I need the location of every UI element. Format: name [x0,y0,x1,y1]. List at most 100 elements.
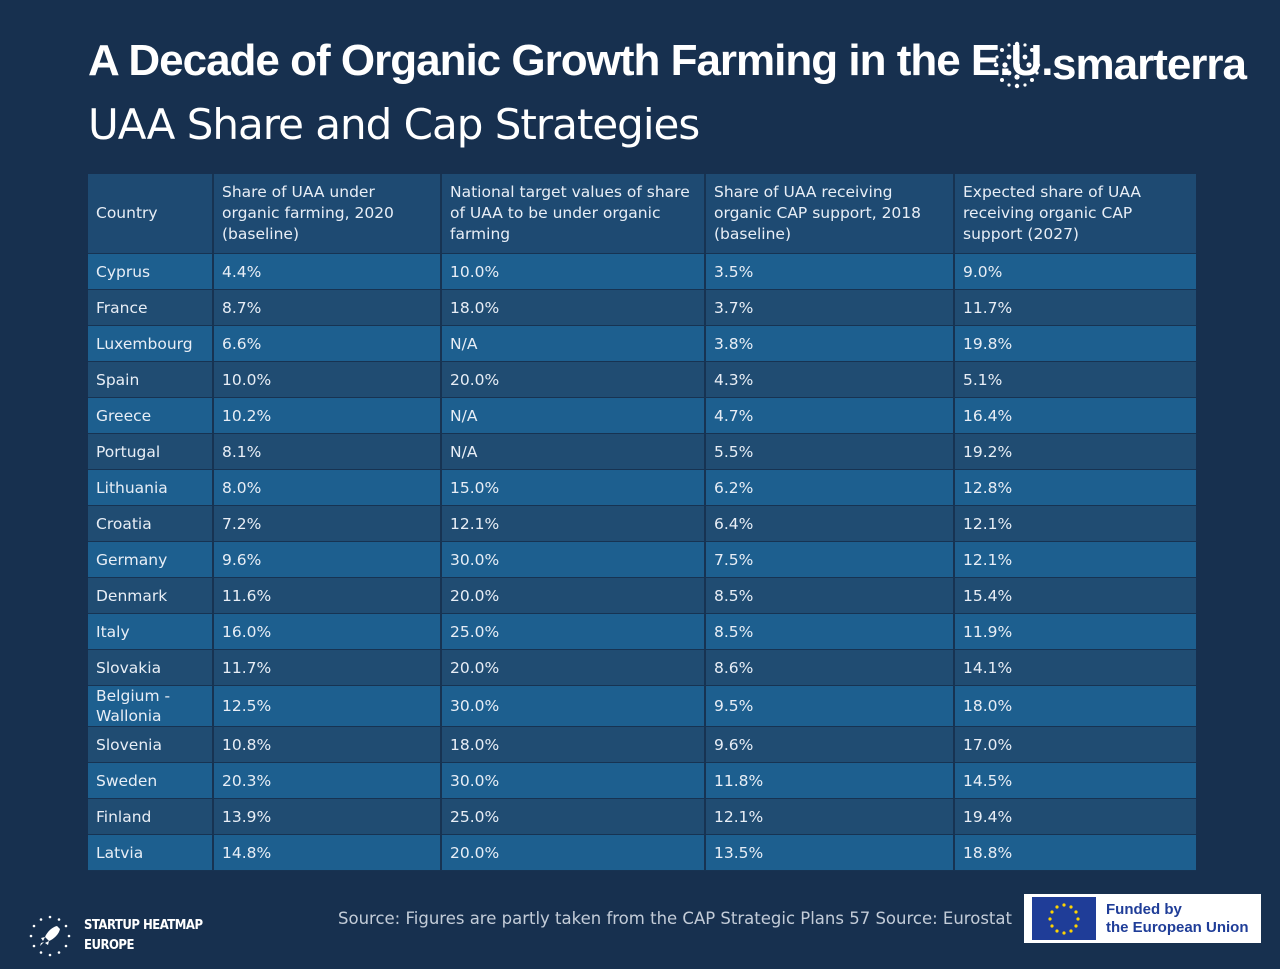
column-header-country: Country [88,174,214,254]
cell-country: Cyprus [88,253,214,290]
cell-organic-share-2020: 8.1% [213,433,442,470]
eu-funding-text: Funded by the European Union [1106,901,1249,937]
cell-cap-support-2018: 9.5% [705,685,955,727]
cell-expected-cap-2027: 16.4% [954,397,1196,434]
page-title: A Decade of Organic Growth Farming in th… [88,36,1053,85]
cell-organic-share-2020: 11.6% [213,577,442,614]
eu-text-line-2: the European Union [1106,918,1249,936]
cell-cap-support-2018: 9.6% [705,726,955,763]
table-row: Denmark 11.6% 20.0% 8.5% 15.4% [88,577,1196,614]
cell-expected-cap-2027: 18.0% [954,685,1196,727]
brand-logo: smarterra [992,40,1247,90]
cell-expected-cap-2027: 11.9% [954,613,1196,650]
cell-country: Latvia [88,834,214,871]
table-row: Sweden 20.3% 30.0% 11.8% 14.5% [88,762,1196,799]
cell-national-target: 15.0% [441,469,706,506]
table-row: Finland 13.9% 25.0% 12.1% 19.4% [88,798,1196,835]
table-row: Slovenia 10.8% 18.0% 9.6% 17.0% [88,726,1196,763]
cell-national-target: 20.0% [441,649,706,686]
cell-cap-support-2018: 5.5% [705,433,955,470]
cell-national-target: N/A [441,397,706,434]
smarterra-logo-icon [993,41,1041,89]
column-header-expected-cap-2027: Expected share of UAA receiving organic … [954,174,1196,254]
cell-national-target: 30.0% [441,762,706,799]
column-header-national-target: National target values of share of UAA t… [441,174,706,254]
cell-country: Greece [88,397,214,434]
page-subtitle: UAA Share and Cap Strategies [88,100,700,149]
cell-national-target: 25.0% [441,798,706,835]
cell-country: Lithuania [88,469,214,506]
cell-cap-support-2018: 7.5% [705,541,955,578]
cell-expected-cap-2027: 19.2% [954,433,1196,470]
cell-organic-share-2020: 10.0% [213,361,442,398]
cell-country: Sweden [88,762,214,799]
cell-expected-cap-2027: 15.4% [954,577,1196,614]
cell-cap-support-2018: 4.7% [705,397,955,434]
cell-organic-share-2020: 12.5% [213,685,442,727]
cell-expected-cap-2027: 19.8% [954,325,1196,362]
source-note: Source: Figures are partly taken from th… [338,909,1012,928]
cell-organic-share-2020: 10.2% [213,397,442,434]
cell-cap-support-2018: 4.3% [705,361,955,398]
table-row: Slovakia 11.7% 20.0% 8.6% 14.1% [88,649,1196,686]
cell-national-target: 30.0% [441,685,706,727]
cell-national-target: 10.0% [441,253,706,290]
cell-organic-share-2020: 8.7% [213,289,442,326]
cell-expected-cap-2027: 12.8% [954,469,1196,506]
cell-organic-share-2020: 10.8% [213,726,442,763]
cell-organic-share-2020: 11.7% [213,649,442,686]
cell-national-target: 30.0% [441,541,706,578]
table-row: Cyprus 4.4% 10.0% 3.5% 9.0% [88,253,1196,290]
table-row: Luxembourg 6.6% N/A 3.8% 19.8% [88,325,1196,362]
cell-national-target: N/A [441,325,706,362]
cell-cap-support-2018: 6.4% [705,505,955,542]
cell-cap-support-2018: 8.5% [705,577,955,614]
cell-national-target: 18.0% [441,726,706,763]
cell-national-target: 20.0% [441,361,706,398]
cell-cap-support-2018: 6.2% [705,469,955,506]
cell-country: Italy [88,613,214,650]
cell-organic-share-2020: 9.6% [213,541,442,578]
cell-organic-share-2020: 4.4% [213,253,442,290]
cell-cap-support-2018: 12.1% [705,798,955,835]
cell-expected-cap-2027: 12.1% [954,541,1196,578]
cell-expected-cap-2027: 9.0% [954,253,1196,290]
cell-organic-share-2020: 13.9% [213,798,442,835]
cell-organic-share-2020: 14.8% [213,834,442,871]
eu-text-line-1: Funded by [1106,900,1182,918]
cell-cap-support-2018: 8.6% [705,649,955,686]
cell-country: Slovakia [88,649,214,686]
cell-expected-cap-2027: 17.0% [954,726,1196,763]
cell-national-target: 25.0% [441,613,706,650]
cell-country: Luxembourg [88,325,214,362]
cell-cap-support-2018: 11.8% [705,762,955,799]
table-row: Lithuania 8.0% 15.0% 6.2% 12.8% [88,469,1196,506]
cell-expected-cap-2027: 19.4% [954,798,1196,835]
heatmap-line-1: STARTUP HEATMAP [84,918,203,933]
cell-expected-cap-2027: 14.5% [954,762,1196,799]
brand-name: smarterra [1052,40,1247,89]
table-row: Italy 16.0% 25.0% 8.5% 11.9% [88,613,1196,650]
cell-cap-support-2018: 8.5% [705,613,955,650]
table-row: Spain 10.0% 20.0% 4.3% 5.1% [88,361,1196,398]
cell-country: France [88,289,214,326]
cell-country: Spain [88,361,214,398]
cell-organic-share-2020: 7.2% [213,505,442,542]
cell-country: Belgium - Wallonia [88,685,214,727]
cell-expected-cap-2027: 5.1% [954,361,1196,398]
table-row: Greece 10.2% N/A 4.7% 16.4% [88,397,1196,434]
table-row: Croatia 7.2% 12.1% 6.4% 12.1% [88,505,1196,542]
cell-expected-cap-2027: 11.7% [954,289,1196,326]
eu-stars-ring [1048,902,1080,935]
data-table: Country Share of UAA under organic farmi… [88,174,1196,871]
cell-national-target: 18.0% [441,289,706,326]
cell-country: Slovenia [88,726,214,763]
table-row: Portugal 8.1% N/A 5.5% 19.2% [88,433,1196,470]
cell-national-target: N/A [441,433,706,470]
cell-cap-support-2018: 3.5% [705,253,955,290]
cell-country: Croatia [88,505,214,542]
cell-cap-support-2018: 3.7% [705,289,955,326]
cell-national-target: 20.0% [441,834,706,871]
cell-organic-share-2020: 6.6% [213,325,442,362]
cell-organic-share-2020: 20.3% [213,762,442,799]
